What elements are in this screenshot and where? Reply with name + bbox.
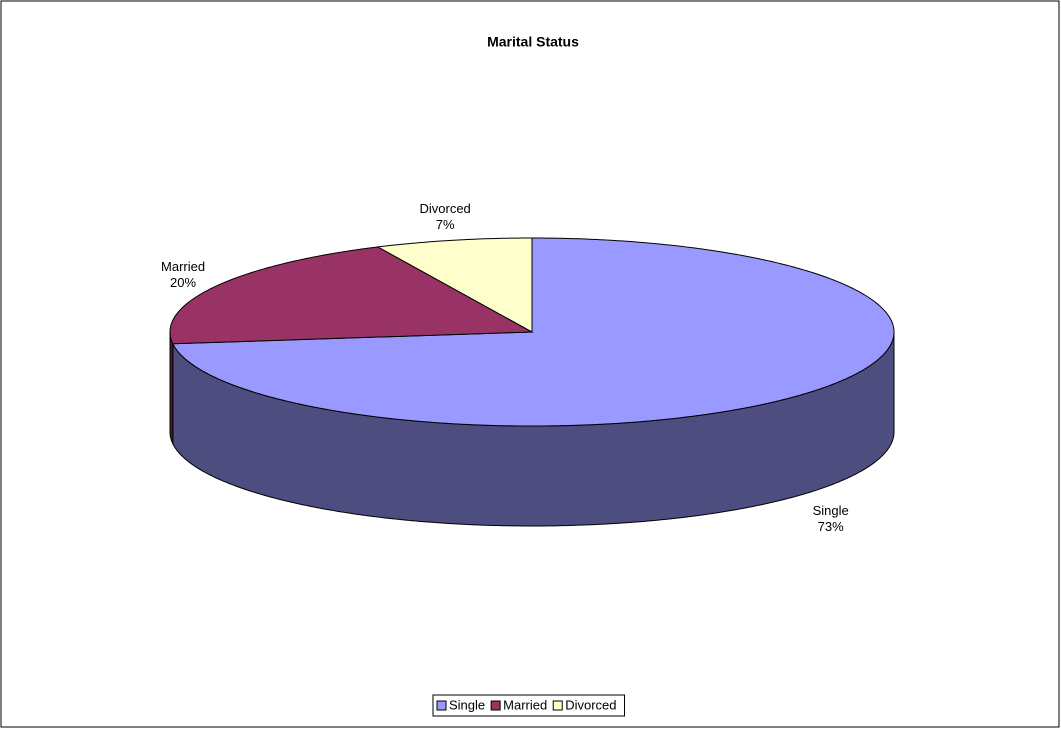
slice [376, 237, 533, 333]
legend-label: Divorced [565, 697, 616, 712]
legend-swatch [436, 700, 447, 711]
chart-title: Marital Status [487, 34, 579, 50]
data-label-value: 20% [170, 275, 196, 290]
legend-swatch [552, 700, 563, 711]
slice [172, 237, 895, 427]
legend-label: Single [449, 697, 485, 712]
legend-swatch [490, 700, 501, 711]
slice-side [169, 331, 174, 444]
legend: Single Married Divorced [432, 694, 626, 717]
legend-box [432, 694, 626, 717]
data-label-value: 7% [436, 217, 455, 232]
legend-label: Married [503, 697, 547, 712]
data-label-value: 73% [818, 519, 844, 534]
data-label-category: Single [813, 503, 849, 518]
data-label-category: Married [161, 259, 205, 274]
slice [169, 246, 534, 345]
data-label-category: Divorced [419, 201, 470, 216]
